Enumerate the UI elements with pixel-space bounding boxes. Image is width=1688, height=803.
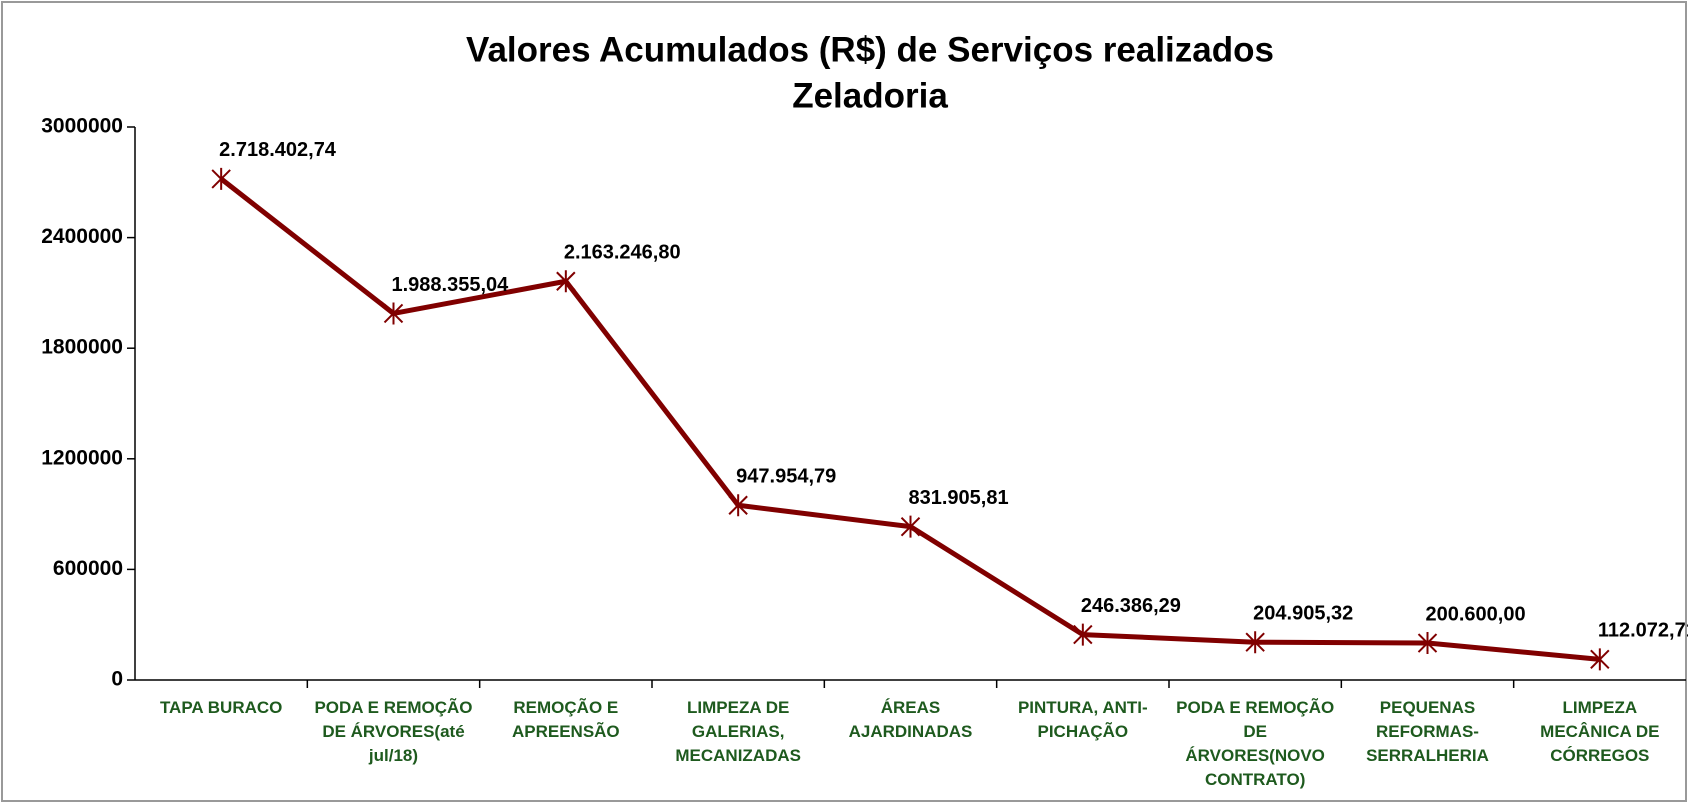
value-label: 112.072,71 [1598,620,1688,642]
chart-subtitle: Zeladoria [792,76,948,115]
y-tick-label: 600000 [53,557,123,580]
value-label: 947.954,79 [736,466,836,488]
x-tick-label: TAPA BURACO [159,698,283,717]
x-tick-label: REMOÇÃO E APREENSÃO [511,698,620,741]
value-label: 246.386,29 [1081,595,1181,617]
marker [1073,623,1093,646]
x-tick-label: PEQUENAS REFORMAS-SERRALHERIA [1366,698,1489,765]
y-tick-label: 2400000 [41,225,123,248]
y-tick-label: 1200000 [41,446,123,469]
marker [1245,631,1265,654]
marker [211,167,231,190]
x-tick-label: PINTURA, ANTI-PICHAÇÃO [1017,698,1148,741]
value-label: 831.905,81 [909,487,1009,509]
x-tick-label: LIMPEZA DE GALERIAS, MECANIZADAS [675,698,801,765]
marker [1417,632,1438,655]
marker [1590,648,1610,671]
marker [556,270,576,293]
y-tick-label: 1800000 [41,336,123,359]
value-label: 2.718.402,74 [219,139,337,161]
y-tick-label: 3000000 [41,115,123,138]
chart-title: Valores Acumulados (R$) de Serviços real… [466,30,1274,69]
x-tick-label: ÁREAS AJARDINADAS [848,698,973,741]
marker [900,515,921,538]
marker [728,494,748,517]
marker [383,302,404,325]
value-label: 200.600,00 [1426,603,1526,625]
y-tick-label: 0 [111,668,123,691]
value-label: 2.163.246,80 [564,242,681,264]
x-tick-label: LIMPEZA MECÂNICA DE CÓRREGOS [1540,698,1660,765]
x-tick-label: PODA E REMOÇÃO DE ÁRVORES(até jul/18) [314,698,473,765]
value-label: 1.988.355,04 [392,274,510,296]
value-label: 204.905,32 [1253,603,1353,625]
x-tick-label: PODA E REMOÇÃO DE ÁRVORES(NOVO CONTRATO) [1176,698,1335,789]
